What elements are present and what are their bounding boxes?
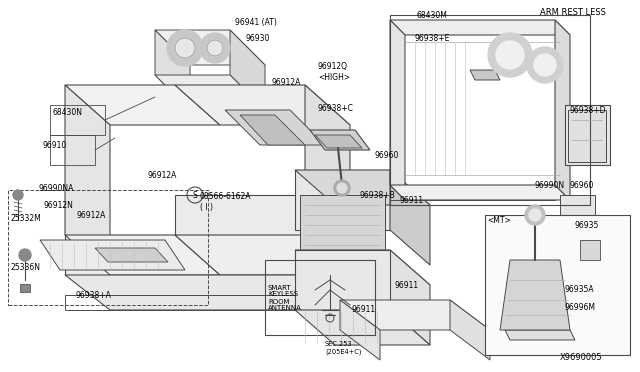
Polygon shape bbox=[65, 85, 110, 275]
Polygon shape bbox=[390, 20, 405, 200]
Text: 96938+C: 96938+C bbox=[318, 103, 354, 112]
Text: 96938+B: 96938+B bbox=[360, 190, 396, 199]
Polygon shape bbox=[505, 330, 575, 340]
Polygon shape bbox=[310, 130, 370, 150]
Bar bbox=[568, 110, 606, 162]
Polygon shape bbox=[65, 235, 175, 275]
Text: 96912A: 96912A bbox=[76, 211, 106, 219]
Polygon shape bbox=[340, 300, 380, 360]
Text: S: S bbox=[193, 190, 197, 199]
Text: 96938+D: 96938+D bbox=[570, 106, 607, 115]
Text: 96912N: 96912N bbox=[43, 201, 73, 209]
Text: 96938+A: 96938+A bbox=[75, 291, 111, 299]
Text: 96938+E: 96938+E bbox=[415, 33, 451, 42]
Text: 96911: 96911 bbox=[395, 280, 419, 289]
Circle shape bbox=[13, 190, 23, 200]
Text: 96990NA: 96990NA bbox=[38, 183, 74, 192]
Circle shape bbox=[19, 249, 31, 261]
Circle shape bbox=[200, 33, 230, 63]
Bar bbox=[20, 284, 30, 292]
Circle shape bbox=[337, 183, 347, 193]
Text: ARM REST LESS: ARM REST LESS bbox=[540, 7, 606, 16]
Polygon shape bbox=[240, 115, 305, 145]
Text: 96960: 96960 bbox=[570, 180, 595, 189]
Polygon shape bbox=[95, 248, 168, 262]
Bar bbox=[50, 135, 95, 165]
Polygon shape bbox=[295, 310, 430, 345]
Text: 96930: 96930 bbox=[245, 33, 269, 42]
Text: 25336N: 25336N bbox=[10, 263, 40, 273]
Text: 96912A: 96912A bbox=[272, 77, 301, 87]
Polygon shape bbox=[390, 20, 570, 35]
Polygon shape bbox=[390, 170, 430, 265]
Polygon shape bbox=[565, 105, 610, 165]
Text: 96911: 96911 bbox=[400, 196, 424, 205]
Polygon shape bbox=[225, 110, 325, 145]
Bar bbox=[390, 15, 590, 205]
Text: SEC.253
(205E4+C): SEC.253 (205E4+C) bbox=[325, 341, 362, 355]
Circle shape bbox=[534, 54, 556, 76]
Bar bbox=[8, 190, 208, 305]
Polygon shape bbox=[295, 170, 430, 205]
Text: 25332M: 25332M bbox=[10, 214, 41, 222]
Text: 96912A: 96912A bbox=[148, 170, 177, 180]
Polygon shape bbox=[315, 135, 362, 148]
Circle shape bbox=[488, 33, 532, 77]
Text: 96935: 96935 bbox=[575, 221, 600, 230]
Polygon shape bbox=[175, 235, 350, 275]
Circle shape bbox=[207, 40, 223, 56]
Circle shape bbox=[175, 38, 195, 58]
Circle shape bbox=[167, 30, 203, 66]
Polygon shape bbox=[155, 75, 265, 110]
Polygon shape bbox=[40, 240, 185, 270]
Text: 96911: 96911 bbox=[352, 305, 376, 314]
Circle shape bbox=[527, 47, 563, 83]
Polygon shape bbox=[295, 250, 390, 310]
Polygon shape bbox=[305, 275, 350, 330]
Text: 96935A: 96935A bbox=[565, 285, 595, 295]
Polygon shape bbox=[155, 30, 190, 110]
Polygon shape bbox=[470, 70, 500, 80]
Text: 96912Q
<HIGH>: 96912Q <HIGH> bbox=[318, 62, 350, 82]
Circle shape bbox=[496, 41, 524, 69]
Text: 96960: 96960 bbox=[375, 151, 399, 160]
Polygon shape bbox=[65, 275, 350, 310]
Circle shape bbox=[525, 205, 545, 225]
Polygon shape bbox=[175, 85, 350, 125]
Polygon shape bbox=[580, 240, 600, 260]
Polygon shape bbox=[295, 170, 390, 230]
Text: <MT>: <MT> bbox=[487, 215, 511, 224]
Bar bbox=[485, 215, 630, 355]
Polygon shape bbox=[305, 235, 350, 295]
Bar bbox=[265, 260, 375, 335]
Text: X9690005: X9690005 bbox=[560, 353, 603, 362]
Text: 68430N: 68430N bbox=[52, 108, 82, 116]
Text: 96941 (AT): 96941 (AT) bbox=[235, 17, 277, 26]
Polygon shape bbox=[295, 250, 430, 285]
Text: 68430M: 68430M bbox=[417, 10, 448, 19]
Polygon shape bbox=[175, 195, 305, 235]
Polygon shape bbox=[230, 30, 265, 110]
Circle shape bbox=[334, 180, 350, 196]
Text: 96990N: 96990N bbox=[535, 180, 565, 189]
Text: 96910: 96910 bbox=[42, 141, 67, 150]
Polygon shape bbox=[450, 300, 490, 360]
Bar bbox=[50, 105, 105, 135]
Polygon shape bbox=[305, 85, 350, 235]
Text: 08566-6162A
( I ): 08566-6162A ( I ) bbox=[200, 192, 252, 212]
Circle shape bbox=[529, 209, 541, 221]
Polygon shape bbox=[65, 235, 220, 275]
Polygon shape bbox=[300, 195, 385, 250]
Polygon shape bbox=[500, 260, 570, 330]
Polygon shape bbox=[390, 250, 430, 345]
Polygon shape bbox=[390, 185, 570, 200]
Polygon shape bbox=[65, 85, 220, 125]
Polygon shape bbox=[560, 195, 595, 225]
Text: 96996M: 96996M bbox=[565, 304, 596, 312]
Polygon shape bbox=[155, 30, 265, 65]
Polygon shape bbox=[555, 20, 570, 200]
Polygon shape bbox=[340, 300, 490, 330]
Text: SMART
KEYLESS
ROOM
ANTENNA: SMART KEYLESS ROOM ANTENNA bbox=[268, 285, 302, 311]
